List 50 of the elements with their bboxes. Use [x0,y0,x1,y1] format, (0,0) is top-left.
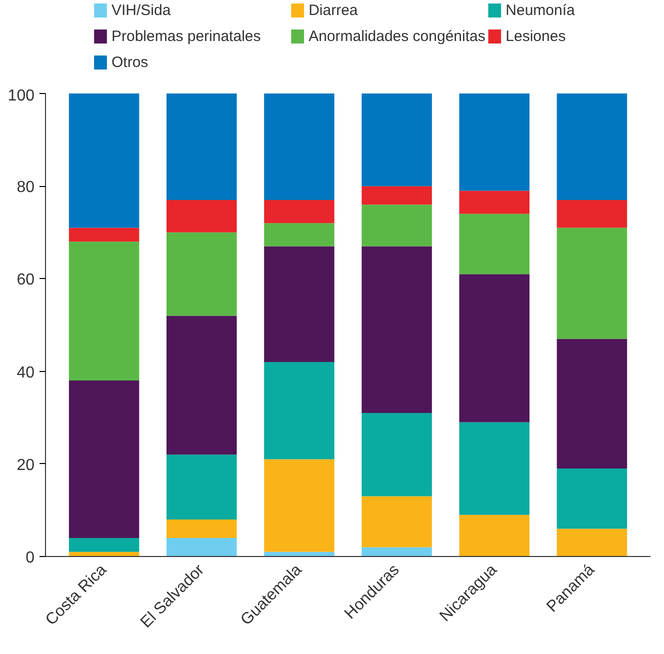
bar [362,186,432,205]
bar [556,94,628,200]
legend-label: Anormalidades congénitas [308,28,486,45]
y-tick-label: 100 [8,88,35,104]
bar [362,204,432,246]
bar [556,200,628,228]
bar [556,528,628,556]
bar [459,190,530,214]
bar [459,94,530,191]
bar [68,242,140,381]
bar [264,94,334,200]
legend-label: Lesiones [506,28,566,45]
bar [166,519,237,538]
bar [459,514,530,556]
y-tick-label: 0 [26,550,35,566]
legend-label: VIH/Sida [112,2,172,19]
y-tick-label: 80 [16,179,35,196]
bar [264,223,334,246]
bar [362,412,432,496]
bar [166,316,237,455]
bar [166,200,237,232]
legend-label: Neumonía [506,2,576,19]
y-tick-label: 40 [16,364,35,382]
bar [459,422,530,515]
bar [556,338,628,469]
legend-label: Diarrea [308,2,358,19]
y-tick-label: 60 [16,272,35,289]
bar [68,538,140,552]
bar [166,94,237,200]
bar [166,538,237,556]
bar [362,246,432,413]
bar [362,496,432,548]
bar [459,274,530,422]
bar [556,228,628,339]
legend-label: Otros [112,54,148,71]
legend-label: Problemas perinatales [112,28,261,45]
bar [264,362,334,460]
bar [264,459,334,552]
bar [166,232,237,316]
bar [68,380,140,538]
bar [166,454,237,520]
bar [556,468,628,529]
bar [68,228,140,242]
y-tick-label: 20 [16,456,35,474]
bar [264,246,334,362]
bar [362,547,432,556]
bar [459,214,530,274]
bar [264,200,334,224]
bar [68,94,140,228]
bar [362,94,432,186]
